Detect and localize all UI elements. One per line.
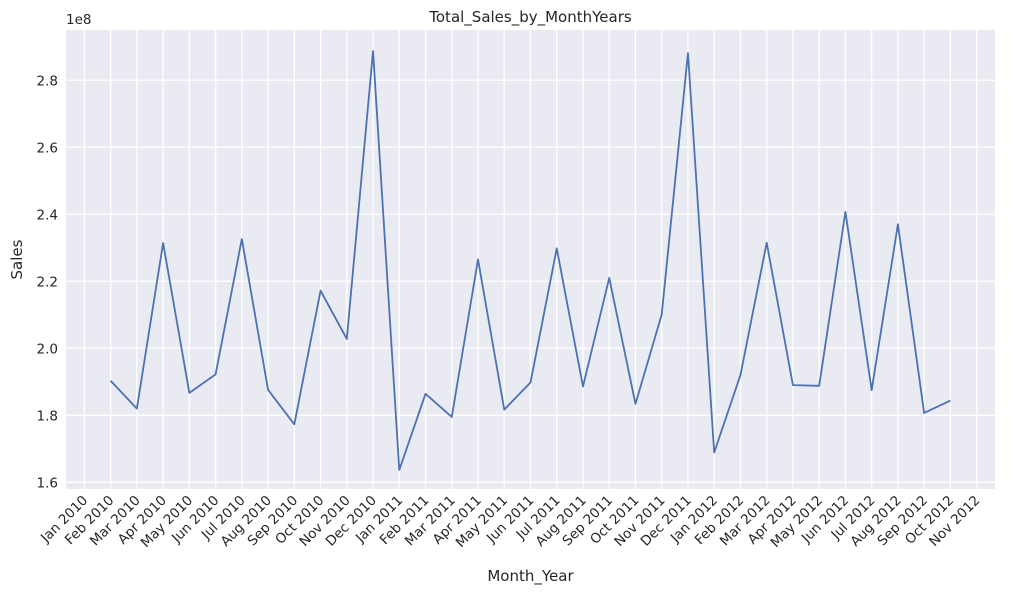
y-tick-label: 1.8 — [37, 408, 58, 424]
y-offset-label: 1e8 — [66, 12, 91, 28]
y-tick-label: 2.6 — [37, 140, 58, 156]
x-gridlines — [83, 30, 978, 489]
y-tick-label: 1.6 — [37, 475, 58, 491]
chart-title: Total_Sales_by_MonthYears — [428, 8, 632, 27]
sales-series-line — [109, 50, 951, 471]
y-axis-title: Sales — [8, 239, 26, 279]
y-tick-labels: 1.6 1.8 2.0 2.2 2.4 2.6 2.8 — [37, 73, 58, 491]
y-tick-label: 2.8 — [37, 73, 58, 89]
y-tick-label: 2.2 — [37, 274, 58, 290]
x-axis-title: Month_Year — [487, 567, 574, 586]
y-tick-label: 2.0 — [37, 341, 58, 357]
y-tick-label: 2.4 — [37, 207, 58, 223]
